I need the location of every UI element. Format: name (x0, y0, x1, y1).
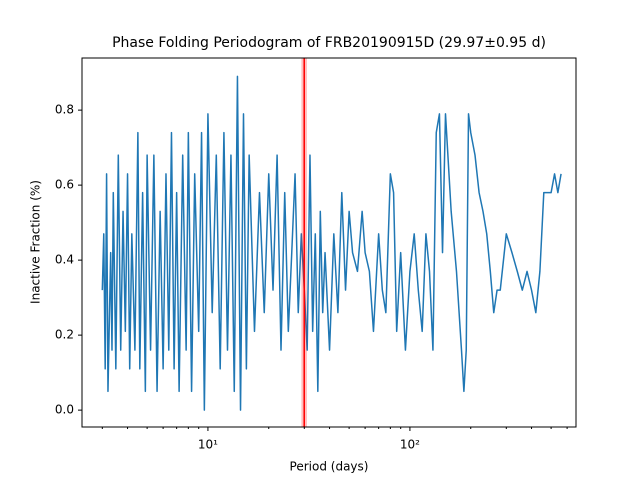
x-tick-label: 10² (400, 438, 420, 452)
y-axis-label: Inactive Fraction (%) (29, 180, 43, 304)
plot-frame (81, 57, 577, 428)
data-line (101, 75, 562, 411)
x-axis-label: Period (days) (290, 460, 369, 474)
chart-title: Phase Folding Periodogram of FRB20190915… (112, 35, 546, 51)
y-tick-label: 0.0 (55, 403, 74, 417)
y-tick-label: 0.8 (55, 103, 74, 117)
x-tick-label: 10¹ (198, 438, 218, 452)
y-tick-label: 0.6 (55, 178, 74, 192)
y-tick-label: 0.4 (55, 253, 74, 267)
y-tick-label: 0.2 (55, 328, 74, 342)
